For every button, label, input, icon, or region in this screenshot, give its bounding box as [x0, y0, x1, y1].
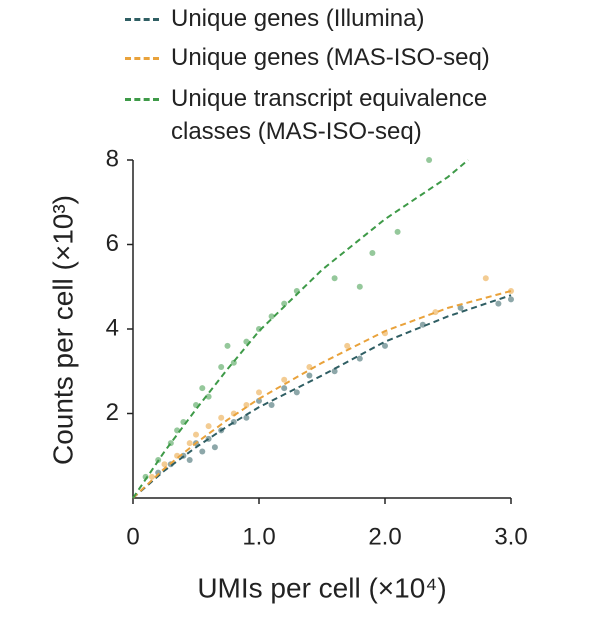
data-point [199, 448, 206, 455]
data-point [508, 296, 514, 303]
data-point [356, 283, 363, 290]
data-point [306, 372, 313, 379]
data-point [382, 342, 388, 349]
data-point [369, 249, 376, 256]
y-axis-label: Counts per cell (×10³) [47, 195, 78, 465]
x-tick-label: 2.0 [368, 523, 401, 550]
data-point [268, 402, 275, 409]
legend-label: Unique transcript equivalence classes (M… [171, 85, 488, 145]
data-point [230, 359, 237, 366]
fit-line [132, 290, 512, 499]
data-point [218, 414, 225, 421]
data-point [218, 364, 225, 371]
data-point [419, 321, 426, 328]
x-tick-label: 1.0 [242, 523, 275, 550]
legend-entry: Unique genes (Illumina) [125, 2, 595, 35]
data-point [161, 461, 168, 468]
legend-entry: Unique transcript equivalence classes (M… [125, 82, 595, 148]
y-tick-label: 8 [106, 145, 119, 172]
data-point [148, 473, 155, 480]
data-point [331, 275, 338, 282]
legend-label: Unique genes (MAS-ISO-seq) [171, 44, 490, 71]
data-point [256, 389, 262, 396]
data-point [205, 423, 212, 430]
data-point [495, 300, 502, 307]
data-point [186, 456, 193, 463]
data-point [394, 228, 401, 235]
data-point [281, 300, 288, 307]
legend-swatch [125, 98, 159, 101]
data-point [457, 304, 464, 311]
data-point [268, 313, 275, 320]
data-point [331, 368, 338, 375]
data-point [426, 157, 433, 163]
legend-entry: Unique genes (MAS-ISO-seq) [125, 41, 595, 74]
data-point [256, 397, 262, 404]
data-point [344, 342, 351, 349]
data-point [281, 376, 288, 383]
legend-label: Unique genes (Illumina) [171, 5, 425, 32]
data-point [224, 342, 231, 349]
data-point [199, 385, 206, 392]
data-point [186, 440, 193, 447]
data-point [211, 444, 218, 451]
data-point [205, 393, 212, 400]
data-point [508, 287, 514, 294]
data-point [243, 414, 250, 421]
data-point [293, 389, 300, 396]
x-tick-label: 3.0 [494, 523, 527, 550]
x-axis-label: UMIs per cell (×10⁴) [197, 572, 446, 603]
fit-line [132, 294, 512, 499]
data-point [356, 355, 363, 362]
legend-swatch [125, 57, 159, 60]
y-tick-label: 6 [106, 230, 119, 257]
data-point [482, 275, 489, 282]
y-tick-label: 4 [106, 314, 119, 341]
x-tick-label: 0 [126, 523, 139, 550]
y-tick-label: 2 [106, 399, 119, 426]
data-point [243, 402, 250, 409]
data-point [193, 431, 199, 438]
legend-swatch [125, 18, 159, 21]
fit-line [132, 159, 469, 499]
data-point [281, 385, 288, 392]
